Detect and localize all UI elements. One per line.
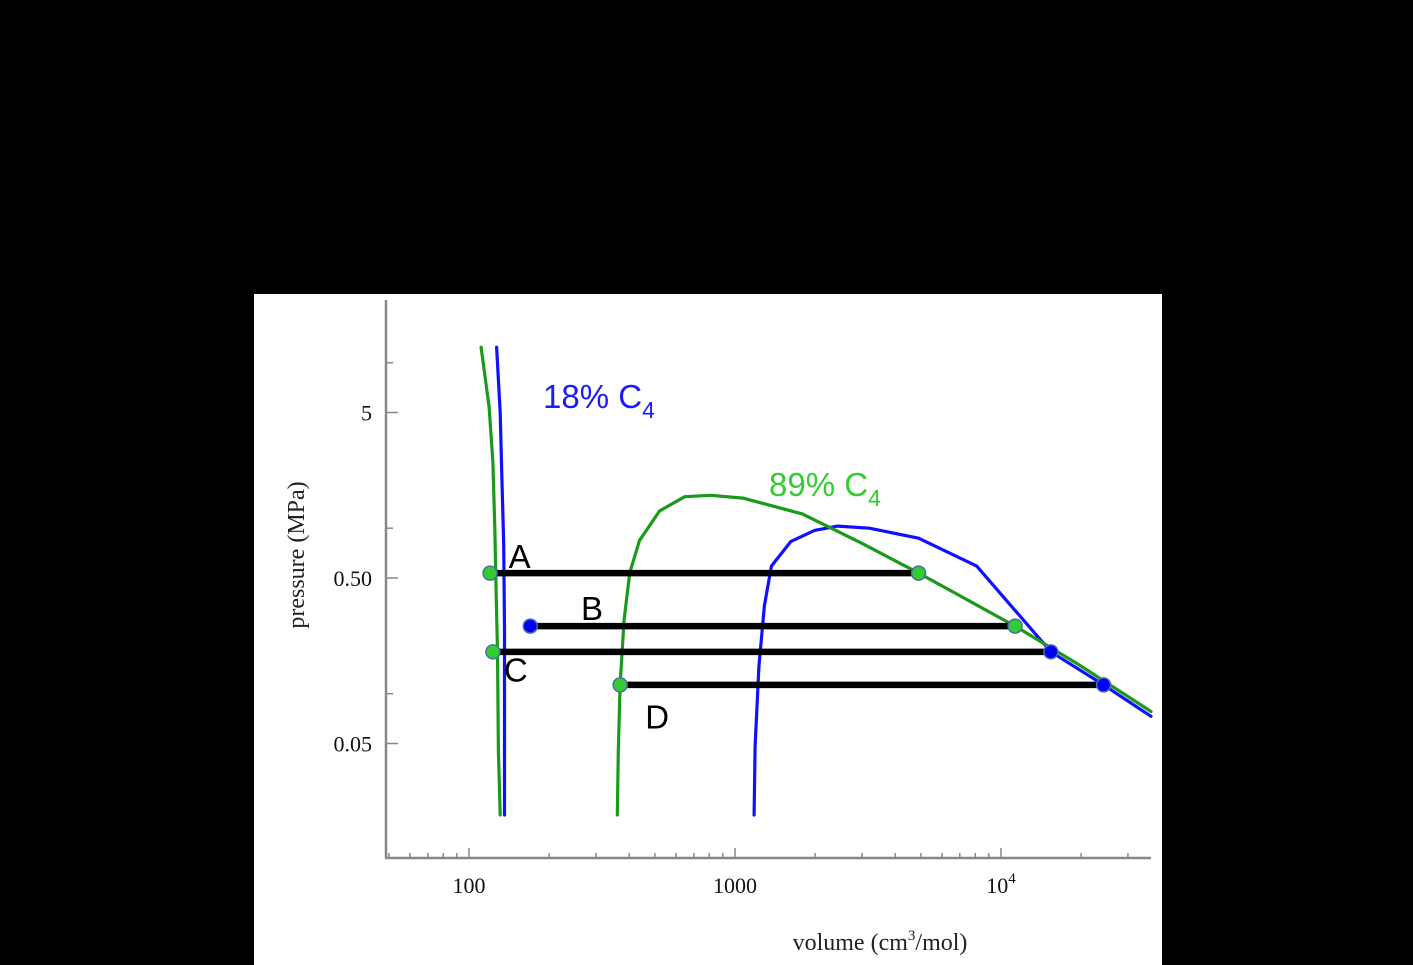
marker-right-D [1095, 677, 1112, 693]
y-tick-label: 0.50 [334, 566, 373, 591]
series-label-89: 89% C4 [769, 466, 881, 511]
tie-line-label-B: B [581, 590, 603, 627]
marker-right-A [910, 565, 927, 581]
series-curves [479, 345, 1153, 817]
marker-left-C [485, 644, 501, 660]
tie-lines [482, 565, 1112, 693]
x-tick-label: 1000 [713, 873, 757, 898]
marker-left-B [522, 618, 539, 634]
y-tick-label: 5 [361, 401, 372, 426]
series-label-18: 18% C4 [543, 378, 655, 423]
curve-89pct [479, 345, 502, 817]
y-axis-title: pressure (MPa) [284, 481, 310, 628]
marker-right-B [1007, 618, 1023, 634]
marker-left-D [612, 677, 628, 693]
tie-line-labels: A B C D [504, 538, 669, 735]
axes [384, 300, 1151, 860]
marker-left-A [482, 565, 498, 581]
curve-89pct [615, 493, 1153, 817]
curve-18pct [495, 345, 507, 817]
x-tick-label: 100 [453, 873, 486, 898]
axis-tick-labels: 100 1000 104 5 0.50 0.05 [334, 401, 1017, 899]
marker-right-C [1043, 644, 1059, 660]
x-axis-title: volume (cm3/mol) [793, 928, 968, 956]
y-tick-label: 0.05 [334, 732, 373, 757]
x-tick-label: 104 [986, 871, 1016, 898]
tie-line-label-D: D [645, 698, 669, 735]
tie-line-label-A: A [509, 538, 531, 575]
curve-18pct [752, 524, 1153, 817]
tie-line-label-C: C [504, 651, 528, 688]
axis-ticks [386, 361, 1129, 858]
